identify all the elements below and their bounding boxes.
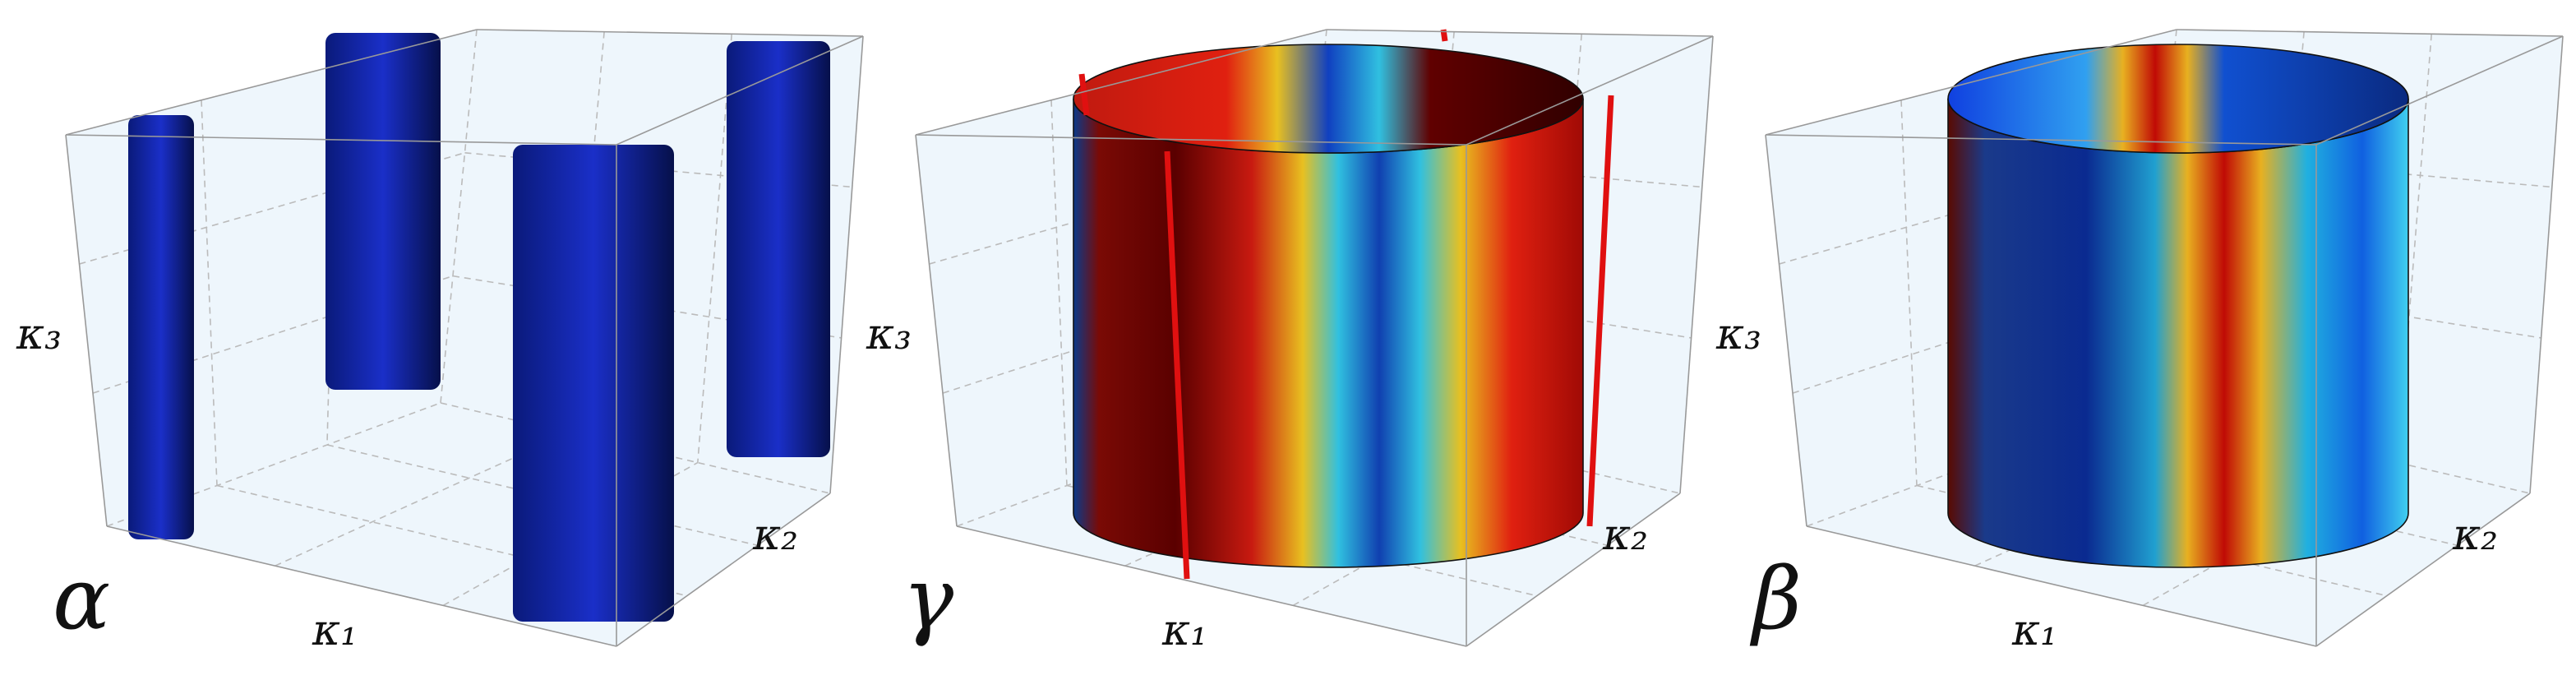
box-edge xyxy=(2315,493,2531,647)
red-line xyxy=(1164,150,1190,580)
box-edge xyxy=(915,29,1327,136)
panel: β κ₁ κ₂ κ₃ xyxy=(1715,29,2564,655)
fermi-surface xyxy=(1073,98,1584,568)
axis-label: κ₃ xyxy=(16,310,62,359)
box-edge xyxy=(915,134,958,527)
box-edge xyxy=(1765,29,2177,136)
box-edge xyxy=(1679,35,1714,494)
box-edge xyxy=(65,134,108,527)
axis-label: κ₁ xyxy=(312,606,358,655)
axis-label: κ₂ xyxy=(2452,511,2498,560)
axis-label: κ₂ xyxy=(752,511,798,560)
fermi-sheet xyxy=(325,33,441,390)
box-edge xyxy=(476,29,864,37)
grid-line xyxy=(697,34,732,463)
box-edge xyxy=(2176,29,2564,37)
axis-label: κ₁ xyxy=(2011,606,2057,655)
red-line xyxy=(1078,73,1090,116)
red-line xyxy=(1586,95,1614,527)
box-edge xyxy=(915,134,1467,146)
grid-line xyxy=(2164,152,2552,188)
box-edge xyxy=(65,134,617,146)
box-edge xyxy=(1806,525,2317,647)
panel-label: β xyxy=(1749,548,1802,649)
box-edge xyxy=(616,493,831,647)
box-edge xyxy=(829,35,864,494)
fermi-surface xyxy=(1947,98,2409,568)
fermi-sheet xyxy=(128,115,194,539)
box-edge xyxy=(65,29,478,136)
panel: γ κ₁ κ₂ κ₃ xyxy=(866,29,1714,655)
axis-label: κ₃ xyxy=(1715,310,1761,359)
fermi-sheet xyxy=(513,145,674,622)
box-edge xyxy=(2529,35,2564,494)
box-edge xyxy=(616,35,864,146)
axis-label: κ₃ xyxy=(866,310,912,359)
panel-label: γ xyxy=(903,548,954,649)
box-edge xyxy=(1326,29,1714,37)
box-edge xyxy=(106,525,617,647)
box-edge xyxy=(1765,134,2317,146)
box-edge xyxy=(956,525,1467,647)
axis-label: κ₂ xyxy=(1602,511,1648,560)
box-edge xyxy=(1765,134,1807,527)
box-edge xyxy=(1466,493,1681,647)
box-edge xyxy=(2315,35,2564,146)
fermi-sheet xyxy=(727,41,830,457)
panel: α κ₁ κ₂ κ₃ xyxy=(16,29,864,655)
fermi-surface-top xyxy=(1073,44,1584,154)
box-edge xyxy=(440,29,478,404)
grid-line xyxy=(1314,152,1702,188)
panel-label: α xyxy=(53,548,110,649)
axis-label: κ₁ xyxy=(1161,606,1207,655)
fermi-surface-top xyxy=(1947,44,2409,154)
box-edge xyxy=(1466,35,1714,146)
